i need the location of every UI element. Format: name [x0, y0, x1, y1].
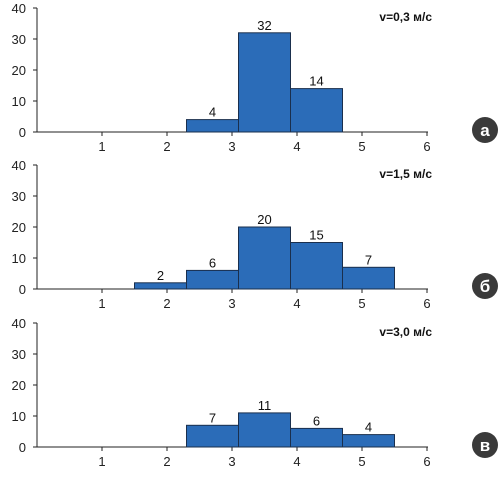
histogram-bar — [134, 282, 187, 290]
x-tick-label: 2 — [163, 454, 170, 469]
histogram-bar — [186, 269, 239, 290]
x-tick-label: 5 — [358, 296, 365, 311]
x-tick-label: 1 — [98, 139, 105, 154]
histogram-bar — [186, 119, 239, 133]
y-tick-label: 20 — [12, 63, 26, 78]
x-tick-label: 5 — [358, 139, 365, 154]
y-tick-label: 10 — [12, 251, 26, 266]
x-tick-label: 6 — [423, 296, 430, 311]
x-tick-label: 2 — [163, 139, 170, 154]
y-tick-label: 20 — [12, 220, 26, 235]
bar-value-label: 7 — [209, 410, 216, 425]
y-tick-label: 10 — [12, 94, 26, 109]
bar-value-label: 15 — [309, 228, 323, 243]
chart-panel-1: 0 10 20 30 40 1 2 3 4 5 6 4 32 14 v=0,3 м/с а — [12, 1, 498, 154]
x-tick-label: 1 — [98, 296, 105, 311]
x-tick-label: 4 — [293, 454, 300, 469]
x-tick-label: 3 — [228, 296, 235, 311]
bar-value-label: 32 — [257, 18, 271, 33]
x-tick-label: 4 — [293, 296, 300, 311]
x-tick-label: 6 — [423, 454, 430, 469]
chart-title: v=0,3 м/с — [379, 10, 432, 24]
y-tick-label: 30 — [12, 347, 26, 362]
panel-label: а — [480, 121, 490, 140]
y-tick-label: 40 — [12, 158, 26, 173]
bar-value-label: 14 — [309, 74, 323, 89]
histogram-bar — [290, 88, 343, 133]
bar-value-label: 20 — [257, 212, 271, 227]
x-tick-label: 1 — [98, 454, 105, 469]
chart-panel-3: 0 10 20 30 40 1 2 3 4 5 6 7 11 6 4 v=3,0 м/с в — [12, 316, 498, 469]
histogram-bar — [238, 226, 291, 290]
chart-title: v=3,0 м/с — [379, 325, 432, 339]
panel-badge — [472, 273, 498, 299]
bar-value-label: 6 — [209, 255, 216, 270]
y-tick-label: 10 — [12, 409, 26, 424]
y-tick-label: 20 — [12, 378, 26, 393]
panel-badge — [472, 432, 498, 458]
bar-value-label: 6 — [313, 413, 320, 428]
histogram-bar — [238, 32, 291, 133]
histogram-bar — [290, 427, 343, 448]
bar-value-label: 2 — [157, 268, 164, 283]
panel-label: в — [480, 436, 490, 455]
bar-value-label: 11 — [258, 398, 272, 413]
y-tick-label: 30 — [12, 189, 26, 204]
bar-value-label: 4 — [365, 420, 372, 435]
bar-value-label: 7 — [365, 252, 372, 267]
x-tick-label: 6 — [423, 139, 430, 154]
x-tick-label: 3 — [228, 454, 235, 469]
histogram-bar — [342, 434, 395, 448]
x-tick-label: 5 — [358, 454, 365, 469]
bar-value-label: 4 — [209, 105, 216, 120]
y-tick-label: 40 — [12, 1, 26, 16]
y-tick-label: 0 — [19, 125, 26, 140]
chart-title: v=1,5 м/с — [379, 167, 432, 181]
y-tick-label: 0 — [19, 440, 26, 455]
histogram-bar — [290, 242, 343, 290]
y-tick-label: 30 — [12, 32, 26, 47]
panel-badge — [472, 117, 498, 143]
x-tick-label: 2 — [163, 296, 170, 311]
histogram-bar — [238, 412, 291, 448]
panel-label: б — [480, 277, 491, 296]
chart-panel-2: 0 10 20 30 40 1 2 3 4 5 6 2 6 20 15 7 v=1,5 м/с б — [12, 158, 498, 311]
histogram-bar — [186, 424, 239, 448]
x-tick-label: 3 — [228, 139, 235, 154]
y-tick-label: 40 — [12, 316, 26, 331]
y-tick-label: 0 — [19, 282, 26, 297]
x-tick-label: 4 — [293, 139, 300, 154]
histogram-bar — [342, 266, 395, 290]
